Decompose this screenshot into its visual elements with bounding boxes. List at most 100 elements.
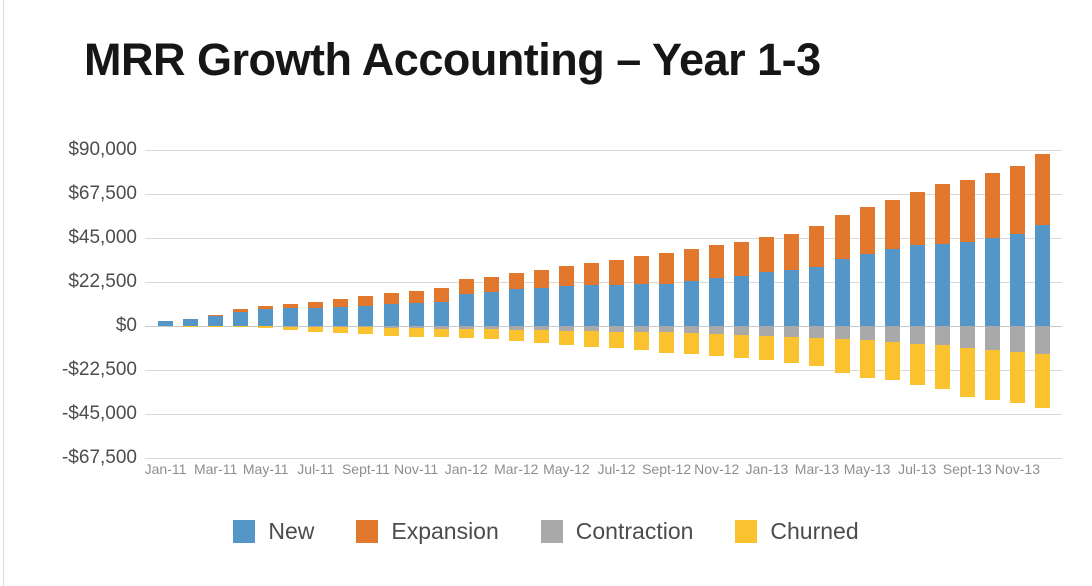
bar-segment-churned-Jun-12	[583, 331, 599, 347]
bar-segment-new-Jan-11	[158, 320, 173, 326]
bar-segment-expansion-Oct-13	[984, 173, 1000, 239]
bar-segment-churned-Jul-13	[909, 343, 925, 385]
bar-segment-expansion-Oct-12	[684, 249, 700, 282]
legend-label: Churned	[770, 518, 859, 544]
x-axis-label: Sept-11	[341, 461, 390, 477]
bar-segment-churned-May-13	[859, 340, 875, 378]
bar-segment-expansion-May-13	[859, 206, 875, 255]
legend-swatch-contraction	[540, 520, 563, 543]
x-axis-label: Nov-12	[694, 461, 740, 477]
bar-segment-contraction-Apr-13	[834, 326, 850, 339]
bar-segment-contraction-Jul-11	[308, 326, 324, 327]
bar-segment-churned-Apr-11	[233, 326, 249, 328]
bar-segment-contraction-Feb-13	[784, 326, 800, 337]
bar-segment-churned-Dec-12	[734, 335, 750, 359]
bar-segment-new-Jun-13	[884, 248, 900, 326]
legend-label: Expansion	[391, 518, 499, 544]
bar-segment-churned-Feb-12	[483, 329, 499, 340]
bar-segment-churned-Mar-11	[208, 326, 224, 327]
bar-segment-contraction-Aug-12	[634, 326, 650, 333]
bar-segment-new-Jan-13	[759, 271, 775, 326]
bar-segment-expansion-Aug-12	[634, 256, 650, 285]
bar-segment-churned-Feb-11	[183, 326, 199, 327]
bar-segment-new-Aug-11	[333, 307, 349, 326]
bar-segment-expansion-May-12	[558, 266, 574, 287]
bar-segment-contraction-Jun-13	[884, 326, 900, 342]
bar-segment-churned-Nov-11	[408, 327, 424, 337]
bar-segment-churned-Feb-13	[784, 336, 800, 363]
bar-segment-contraction-Mar-12	[508, 326, 524, 330]
bar-segment-expansion-Apr-13	[834, 215, 850, 260]
bar-segment-expansion-Jan-13	[759, 237, 775, 272]
bar-segment-churned-Apr-12	[533, 330, 549, 343]
bar-segment-new-Apr-11	[233, 311, 249, 326]
bar-segment-expansion-Sept-13	[959, 180, 975, 242]
bar-segment-expansion-Apr-11	[233, 309, 249, 312]
bar-segment-new-Feb-12	[483, 291, 499, 326]
bar-segment-new-Jan-12	[458, 294, 474, 326]
x-axis-label: Jan-12	[444, 461, 488, 477]
bar-segment-new-Jun-11	[283, 308, 299, 326]
bar-segment-new-May-13	[859, 254, 875, 326]
bar-segment-expansion-Mar-13	[809, 226, 825, 268]
bar-segment-new-Aug-13	[934, 243, 950, 326]
legend-item-expansion: Expansion	[356, 518, 499, 545]
bar-segment-new-Dec-11	[433, 301, 449, 326]
chart-legend: New Expansion Contraction Churned	[0, 518, 1092, 545]
plot-area	[145, 150, 1062, 459]
x-axis-label: May-12	[543, 461, 590, 477]
bar-segment-new-Oct-11	[383, 304, 399, 326]
y-axis-label: $22,500	[68, 271, 137, 292]
bar-segment-new-Oct-13	[984, 238, 1000, 326]
bar-segment-churned-Sept-11	[358, 327, 374, 335]
legend-swatch-new	[233, 520, 256, 543]
bar-segment-expansion-Dec-12	[734, 241, 750, 276]
bar-segment-expansion-Dec-13	[1034, 153, 1050, 226]
bar-segment-contraction-Sept-11	[358, 326, 374, 328]
x-axis-label: Nov-13	[994, 461, 1040, 477]
bar-segment-new-Sept-11	[358, 305, 374, 326]
x-axis-label: May-11	[242, 461, 289, 477]
bar-segment-new-Feb-13	[784, 269, 800, 326]
bar-segment-new-May-11	[258, 309, 274, 326]
x-axis-label: Mar-11	[193, 461, 238, 477]
bar-segment-new-Apr-13	[834, 259, 850, 326]
bar-segment-new-Jul-11	[308, 308, 324, 326]
bar-segment-new-Sept-12	[659, 283, 675, 326]
bar-segment-contraction-Dec-13	[1034, 326, 1050, 354]
bar-segment-churned-Jun-11	[283, 326, 299, 330]
x-axis-label: Jan-11	[144, 461, 187, 477]
grid-line	[145, 238, 1062, 239]
x-axis-label: Jul-11	[297, 461, 335, 477]
bar-segment-expansion-Jan-12	[458, 278, 474, 295]
bar-segment-churned-Sept-12	[659, 332, 675, 353]
bar-segment-contraction-Nov-13	[1009, 326, 1025, 352]
bar-segment-churned-Oct-13	[984, 350, 1000, 401]
bar-segment-expansion-Sept-11	[358, 296, 374, 306]
bar-segment-expansion-Feb-13	[784, 233, 800, 270]
y-axis-label: $0	[115, 315, 137, 336]
grid-line	[145, 150, 1062, 151]
bar-segment-expansion-Jul-11	[308, 301, 324, 309]
x-axis-label: Jul-12	[597, 461, 636, 477]
bar-segment-expansion-Jun-13	[884, 199, 900, 249]
bar-segment-expansion-Nov-11	[408, 290, 424, 304]
bar-segment-new-Apr-12	[533, 287, 549, 326]
x-axis-label: Jan-13	[745, 461, 789, 477]
legend-swatch-churned	[735, 520, 758, 543]
bar-segment-churned-Dec-11	[433, 328, 449, 338]
bar-segment-contraction-May-13	[859, 326, 875, 341]
legend-label: Contraction	[575, 518, 694, 544]
bar-segment-churned-May-12	[558, 330, 574, 345]
bar-segment-churned-May-11	[258, 326, 274, 329]
bar-segment-churned-Mar-13	[809, 337, 825, 366]
bar-segment-contraction-Sept-12	[659, 326, 675, 333]
bar-segment-expansion-Feb-12	[483, 276, 499, 292]
bar-segment-new-Mar-12	[508, 289, 524, 326]
bar-segment-churned-Oct-12	[684, 333, 700, 355]
zero-grid-line	[145, 326, 1062, 327]
bar-segment-contraction-Jun-11	[283, 326, 299, 327]
grid-line	[145, 282, 1062, 283]
x-axis-label: Nov-11	[394, 461, 439, 477]
